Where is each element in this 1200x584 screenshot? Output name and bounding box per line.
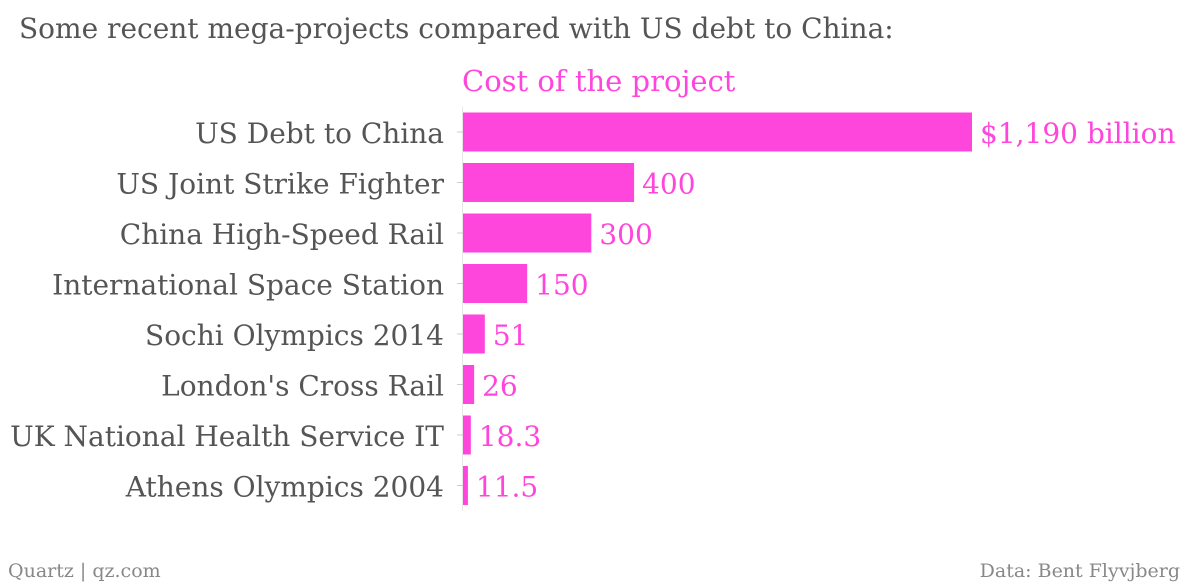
category-label: Sochi Olympics 2014 bbox=[145, 319, 444, 352]
bar bbox=[463, 213, 592, 253]
data-label: 51 bbox=[493, 319, 529, 352]
category-label: UK National Health Service IT bbox=[10, 420, 444, 453]
bar bbox=[463, 112, 972, 152]
category-label: London's Cross Rail bbox=[161, 370, 444, 403]
category-label: US Joint Strike Fighter bbox=[116, 168, 444, 201]
series-label: Cost of the project bbox=[462, 64, 736, 98]
data-label: $1,190 billion bbox=[980, 117, 1176, 150]
bar bbox=[463, 466, 468, 505]
footer-credit: Quartz | qz.com bbox=[8, 560, 161, 582]
data-label: 150 bbox=[535, 269, 588, 302]
bar bbox=[463, 314, 485, 354]
data-label: 11.5 bbox=[476, 471, 538, 504]
bar bbox=[463, 365, 475, 404]
data-label: 26 bbox=[482, 370, 518, 403]
data-label: 18.3 bbox=[479, 420, 541, 453]
bar bbox=[463, 415, 471, 455]
footer-source: Data: Bent Flyvjberg bbox=[979, 560, 1180, 582]
category-label: International Space Station bbox=[52, 269, 444, 302]
category-label: Athens Olympics 2004 bbox=[125, 471, 444, 504]
category-label: China High-Speed Rail bbox=[120, 218, 444, 251]
data-label: 400 bbox=[642, 168, 695, 201]
category-label: US Debt to China bbox=[195, 117, 444, 150]
chart-title: Some recent mega-projects compared with … bbox=[19, 12, 894, 45]
bar bbox=[463, 163, 635, 202]
data-label: 300 bbox=[599, 218, 652, 251]
bar bbox=[463, 264, 528, 303]
